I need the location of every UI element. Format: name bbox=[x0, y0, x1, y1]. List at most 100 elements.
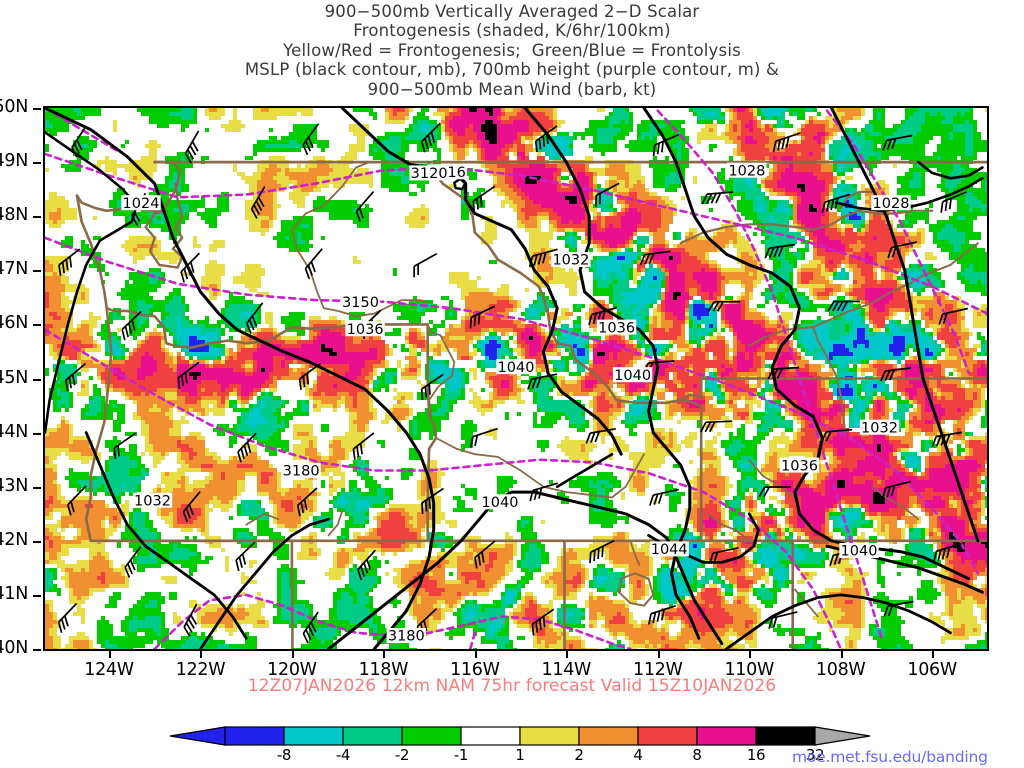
height-contour bbox=[825, 109, 970, 375]
contour-label-text: 1032 bbox=[552, 253, 589, 269]
y-tick-mark bbox=[33, 162, 41, 165]
x-tick-mark bbox=[657, 651, 660, 658]
colorbar-swatch-deep-blue[interactable] bbox=[224, 726, 285, 746]
contour-label-1036: 1036 bbox=[596, 319, 637, 336]
wind-barb bbox=[880, 367, 912, 382]
wind-barb bbox=[527, 373, 558, 390]
y-tick-mark bbox=[33, 486, 41, 489]
colorbar-swatch-green[interactable] bbox=[401, 726, 462, 746]
geography-layer bbox=[75, 160, 987, 649]
state-boundary bbox=[327, 510, 344, 537]
title-line-4: MSLP (black contour, mb), 700mb height (… bbox=[244, 60, 780, 80]
wind-barb-layer bbox=[57, 122, 968, 644]
colorbar-swatches[interactable] bbox=[170, 725, 870, 747]
colorbar-tick-label: -8 bbox=[276, 746, 292, 764]
state-boundary bbox=[290, 539, 294, 649]
colorbar-swatch-orange[interactable] bbox=[578, 726, 639, 746]
y-tick-mark bbox=[33, 540, 41, 543]
x-axis-label: 114W bbox=[541, 660, 592, 680]
wind-barb bbox=[707, 300, 741, 312]
x-axis-label: 106W bbox=[907, 660, 957, 680]
chart-title: 900−500mb Vertically Averaged 2−D Scalar… bbox=[0, 2, 1024, 99]
contour-label-text: 1028 bbox=[873, 196, 910, 212]
wind-barb bbox=[639, 250, 671, 266]
colorbar-swatch-red[interactable] bbox=[637, 726, 698, 746]
contour-label-1032: 1032 bbox=[132, 492, 173, 509]
contour-label-text: 3120 bbox=[411, 166, 448, 182]
colorbar-swatch-magenta[interactable] bbox=[696, 726, 757, 746]
contour-label-text: 1036 bbox=[598, 320, 635, 336]
contour-label-text: 1040 bbox=[498, 360, 535, 376]
wind-barb bbox=[352, 432, 375, 460]
wind-barb bbox=[177, 361, 200, 389]
colorbar[interactable]: -8 -4 -2 -1 1 2 4 8 16 32 bbox=[170, 725, 870, 768]
colorbar-swatch-cyan[interactable] bbox=[283, 726, 344, 746]
wind-barb bbox=[302, 123, 320, 156]
wind-barb bbox=[708, 546, 739, 564]
height-contour bbox=[45, 152, 987, 315]
colorbar-swatch-black[interactable] bbox=[755, 726, 816, 746]
state-boundary bbox=[707, 512, 751, 542]
wind-barb bbox=[652, 133, 679, 157]
y-tick-mark bbox=[33, 432, 41, 435]
mslp-contour bbox=[327, 490, 724, 649]
state-boundary bbox=[794, 588, 819, 618]
height-contour bbox=[469, 631, 477, 649]
state-boundary bbox=[871, 485, 920, 521]
y-axis-label: 50N bbox=[0, 97, 28, 117]
contour-label-text: 3180 bbox=[283, 464, 320, 480]
x-tick-mark bbox=[291, 651, 294, 658]
state-boundary bbox=[245, 512, 280, 526]
colorbar-right-arrow bbox=[814, 726, 870, 746]
wind-barb bbox=[57, 602, 78, 634]
y-tick-mark bbox=[33, 649, 41, 651]
wind-barb bbox=[882, 134, 913, 151]
wind-barb bbox=[531, 608, 555, 636]
contour-label-text: 1036 bbox=[781, 458, 818, 474]
mslp-contour bbox=[84, 431, 248, 640]
contour-label-1040: 1040 bbox=[496, 359, 536, 376]
wind-barb bbox=[182, 491, 201, 523]
wind-barb bbox=[421, 487, 444, 514]
y-axis-label: 47N bbox=[0, 259, 28, 280]
colorbar-swatch-white[interactable] bbox=[460, 726, 521, 746]
wind-barb bbox=[298, 362, 322, 391]
wind-barb bbox=[296, 487, 318, 517]
y-axis-label: 49N bbox=[0, 151, 28, 172]
colorbar-tick-label: -4 bbox=[335, 746, 351, 764]
wind-barb bbox=[649, 488, 679, 506]
wind-barb bbox=[124, 546, 142, 578]
x-tick-mark bbox=[200, 651, 203, 658]
y-axis-label: 48N bbox=[0, 205, 28, 226]
wind-barb bbox=[237, 432, 257, 463]
colorbar-swatch-yellow[interactable] bbox=[519, 726, 580, 746]
wind-barb bbox=[66, 485, 87, 516]
wind-barb bbox=[528, 248, 558, 268]
wind-barb bbox=[235, 541, 256, 572]
height-contour bbox=[656, 109, 884, 640]
wind-barb bbox=[71, 125, 88, 158]
wind-barb bbox=[469, 427, 498, 448]
wind-barb bbox=[700, 420, 732, 433]
mslp-contour bbox=[45, 108, 436, 649]
wind-barb bbox=[58, 248, 81, 276]
x-axis: 124W 122W 120W 118W 116W 114W 112W 110W 108W 106W bbox=[43, 651, 989, 681]
contour-label-1036: 1036 bbox=[345, 321, 385, 338]
colorbar-swatch-spring-green[interactable] bbox=[342, 726, 403, 746]
x-tick-mark bbox=[109, 651, 112, 658]
mslp-contour bbox=[834, 177, 984, 213]
wind-barb bbox=[931, 431, 963, 448]
x-axis-label: 124W bbox=[84, 660, 134, 680]
contour-label-1024: 1024 bbox=[121, 195, 161, 212]
contour-label-text: 1024 bbox=[123, 196, 160, 212]
map-plot-area[interactable]: 1024101610281028103210361036104010401032… bbox=[43, 106, 989, 651]
state-boundary bbox=[435, 437, 645, 499]
y-tick-mark bbox=[33, 324, 41, 327]
state-boundary bbox=[812, 326, 847, 434]
wind-barb bbox=[758, 486, 791, 498]
contour-label-text: 1040 bbox=[841, 544, 878, 560]
state-boundary bbox=[748, 458, 796, 499]
forecast-caption: 12Z07JAN2026 12km NAM 75hr forecast Vali… bbox=[247, 676, 777, 696]
wind-barb bbox=[767, 366, 800, 380]
x-tick-mark bbox=[383, 651, 386, 658]
